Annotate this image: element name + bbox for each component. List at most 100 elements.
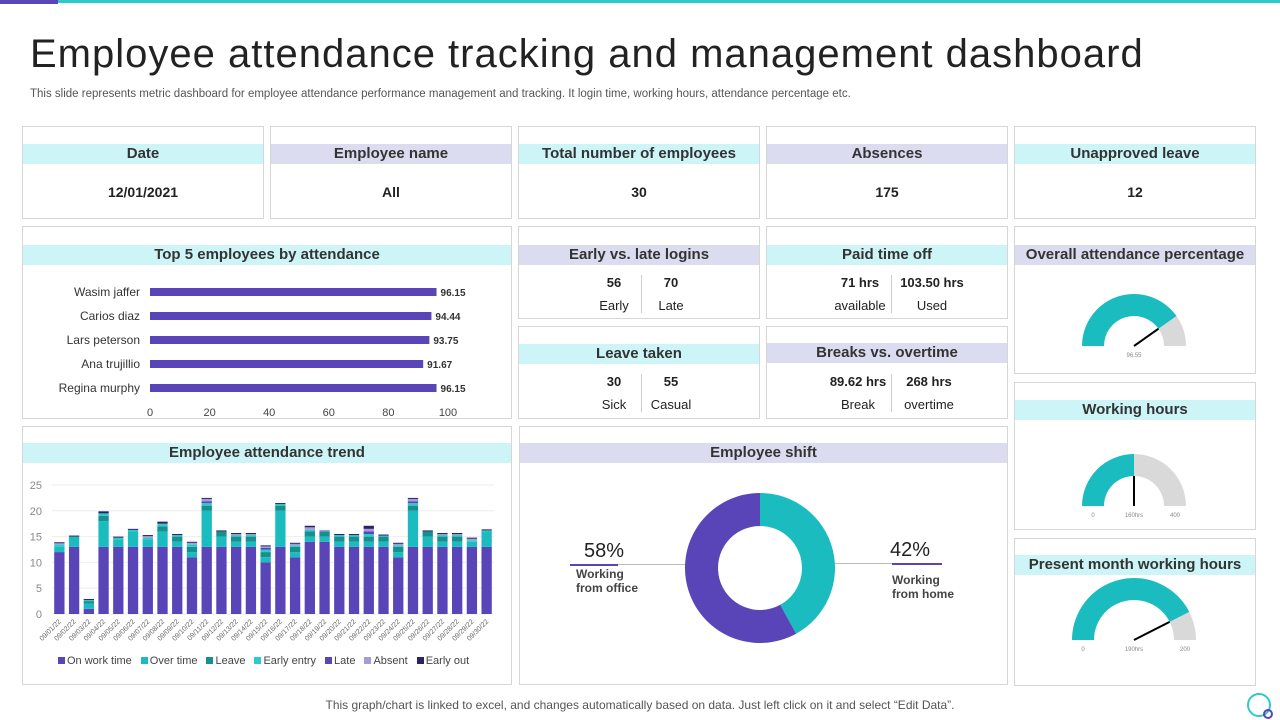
trend-bar-segment xyxy=(466,540,478,542)
trend-bar-segment xyxy=(452,535,463,537)
trend-bar-segment xyxy=(201,497,212,499)
trend-bar-segment xyxy=(407,497,419,499)
trend-bar-segment xyxy=(481,546,492,614)
pto-panel: Paid time off 71 hrs available 103.50 hrs… xyxy=(766,226,1008,319)
gauge-max: 400 xyxy=(1170,513,1181,519)
trend-bar-segment xyxy=(334,535,345,537)
trend-bar-segment xyxy=(157,531,168,547)
leave-casual: 55 Casual xyxy=(650,374,692,412)
trend-bar-segment xyxy=(260,549,271,553)
trend-bar-segment xyxy=(437,532,448,535)
trend-bar-segment xyxy=(393,545,404,547)
settings-icon[interactable] xyxy=(1244,690,1274,720)
kpi-label: Unapproved leave xyxy=(1015,144,1255,164)
trend-bar-segment xyxy=(157,546,168,614)
trend-bar-segment xyxy=(186,541,198,543)
trend-bar-segment xyxy=(83,601,94,604)
trend-bar-segment xyxy=(422,536,433,547)
y-tick: 5 xyxy=(36,583,42,595)
trend-bar-segment xyxy=(363,536,374,542)
trend-bar-segment xyxy=(304,536,315,542)
kpi-card: Absences 175 xyxy=(766,126,1008,219)
kpi-label: Total number of employees xyxy=(519,144,759,164)
trend-bar-segment xyxy=(68,546,80,614)
trend-bar-segment xyxy=(348,534,360,536)
trend-bar-segment xyxy=(393,552,404,558)
gauge-value: 160hrs xyxy=(1125,513,1143,519)
legend-item: Leave xyxy=(206,655,245,667)
bar xyxy=(150,384,437,392)
trend-bar-segment xyxy=(348,546,360,614)
kpi-value: 175 xyxy=(875,184,899,200)
trend-bar-segment xyxy=(231,535,242,537)
gauge-fill xyxy=(1082,454,1134,506)
x-tick: 40 xyxy=(263,407,275,419)
kpi-card: Unapproved leave 12 xyxy=(1014,126,1256,219)
trend-bar-segment xyxy=(348,541,360,547)
gauge-min: 0 xyxy=(1091,513,1095,519)
trend-bar-segment xyxy=(201,503,212,506)
trend-bar-segment xyxy=(348,536,360,542)
gauge-value: 96.55 xyxy=(1126,353,1142,359)
trend-bar-segment xyxy=(407,505,419,511)
gauge-min: 0 xyxy=(1081,647,1085,653)
trend-bar-segment xyxy=(452,534,463,536)
trend-bar-segment xyxy=(363,531,374,535)
page-title: Employee attendance tracking and managem… xyxy=(30,32,1144,76)
shift-donut xyxy=(685,493,835,643)
y-tick: 15 xyxy=(30,532,42,544)
trend-bar-segment xyxy=(245,546,257,614)
x-tick: 100 xyxy=(439,407,457,419)
kpi-card: Total number of employees 30 xyxy=(518,126,760,219)
trend-bar-segment xyxy=(378,534,389,536)
trend-bar-segment xyxy=(216,531,227,537)
trend-bar-segment xyxy=(289,552,301,558)
trend-bar-segment xyxy=(289,545,301,547)
y-tick: 25 xyxy=(30,480,42,492)
trend-bar-segment xyxy=(466,538,478,541)
gauge-title: Working hours xyxy=(1015,400,1255,420)
trend-bar-segment xyxy=(437,536,448,542)
page-subtitle: This slide represents metric dashboard f… xyxy=(30,88,851,100)
kpi-value: 30 xyxy=(631,184,647,200)
trend-bar-segment xyxy=(201,505,212,511)
trend-bar-segment xyxy=(98,546,109,614)
trend-bar-segment xyxy=(437,534,448,536)
trend-bar-segment xyxy=(334,546,345,614)
trend-bar-segment xyxy=(231,532,242,535)
trend-bar-segment xyxy=(231,541,242,547)
trend-bar-segment xyxy=(437,535,448,537)
bar-value: 91.67 xyxy=(427,360,452,371)
trend-bar-segment xyxy=(393,557,404,614)
trend-bar-segment xyxy=(98,515,109,522)
trend-bar-segment xyxy=(319,536,330,542)
trend-bar-segment xyxy=(68,535,80,537)
trend-bar-segment xyxy=(452,536,463,542)
trend-bar-segment xyxy=(304,529,315,532)
trend-bar-segment xyxy=(407,510,419,547)
trend-bar-segment xyxy=(157,523,168,527)
trend-bar-segment xyxy=(407,503,419,506)
x-tick: 80 xyxy=(382,407,394,419)
trend-bar-segment xyxy=(186,544,198,547)
trend-bar-segment xyxy=(275,503,286,505)
kpi-label: Employee name xyxy=(271,144,511,164)
trend-bar-segment xyxy=(186,542,198,545)
trend-bar-segment xyxy=(304,525,315,528)
trend-bar-segment xyxy=(378,536,389,542)
trend-bar-segment xyxy=(157,526,168,532)
y-tick: 10 xyxy=(30,557,42,569)
trend-bar-segment xyxy=(83,600,94,602)
trend-title: Employee attendance trend xyxy=(23,443,511,463)
trend-bar-segment xyxy=(201,546,212,614)
logins-panel: Early vs. late logins 56 Early 70 Late xyxy=(518,226,760,319)
trend-bar-segment xyxy=(304,527,315,530)
legend-item: Over time xyxy=(140,655,197,667)
trend-bar-segment xyxy=(231,534,242,536)
gauge-needle xyxy=(1133,327,1160,347)
gauge-needle xyxy=(1133,620,1171,641)
bar-label: Carios diaz xyxy=(80,309,140,323)
gauge-value: 190hrs xyxy=(1125,647,1143,653)
kpi-card: Employee name All xyxy=(270,126,512,219)
